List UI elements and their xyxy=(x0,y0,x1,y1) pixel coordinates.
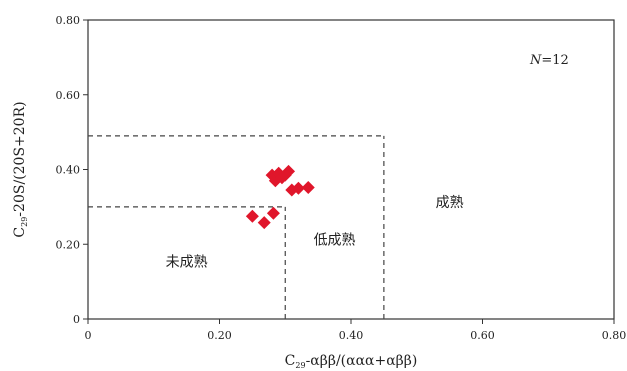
data-point xyxy=(301,180,315,194)
data-point xyxy=(282,164,296,178)
data-point xyxy=(291,181,305,195)
data-point xyxy=(266,206,280,220)
region-label-mature: 成熟 xyxy=(436,195,464,211)
x-axis-title-subscript: 29 xyxy=(295,361,305,370)
data-point xyxy=(257,216,271,230)
y-tick-label: 0.40 xyxy=(56,164,81,177)
sample-count-annotation: N=12 xyxy=(529,53,569,68)
y-tick-label: 0.80 xyxy=(56,14,81,27)
x-axis-title: C29-αββ/(ααα+αββ) xyxy=(285,353,418,370)
y-axis-title-subscript: 29 xyxy=(20,217,29,227)
y-tick-label: 0 xyxy=(73,313,80,326)
y-axis-title-rest: -20S/(20S+20R) xyxy=(12,101,28,216)
x-tick-label: 0.40 xyxy=(339,329,364,342)
x-axis-title-prefix: C xyxy=(285,353,296,369)
x-axis-title-rest: -αββ/(ααα+αββ) xyxy=(306,353,418,369)
region-label-immature: 未成熟 xyxy=(166,255,208,271)
y-tick-label: 0.60 xyxy=(56,89,81,102)
x-tick-label: 0 xyxy=(85,329,92,342)
y-axis-title: C29-20S/(20S+20R) xyxy=(12,101,29,237)
x-tick-label: 0.60 xyxy=(470,329,495,342)
region-label-low-mature: 低成熟 xyxy=(314,232,356,248)
x-tick-label: 0.80 xyxy=(602,329,627,342)
sample-count-symbol: N xyxy=(529,53,542,68)
sample-count-value: =12 xyxy=(541,53,568,68)
x-tick-label: 0.20 xyxy=(207,329,232,342)
y-axis-title-prefix: C xyxy=(12,227,28,238)
data-point xyxy=(245,209,259,223)
y-tick-label: 0.20 xyxy=(56,238,81,251)
